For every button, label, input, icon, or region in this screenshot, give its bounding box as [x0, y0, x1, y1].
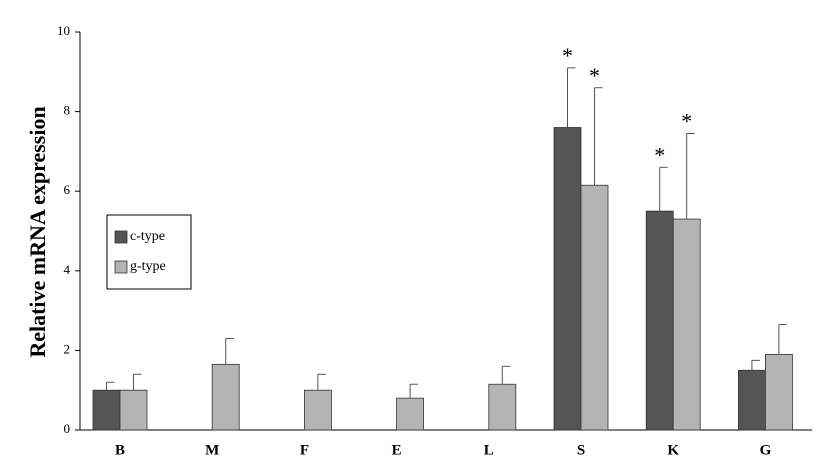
y-tick-label: 10: [57, 23, 70, 38]
bar: [396, 397, 425, 431]
bar: [119, 389, 148, 431]
y-tick-label: 8: [64, 103, 71, 118]
bar: [303, 389, 332, 431]
x-tick-label: K: [667, 442, 679, 458]
significance-mark: *: [589, 63, 600, 88]
bar: [553, 127, 582, 431]
y-tick-label: 2: [64, 341, 71, 356]
legend-swatch: [114, 230, 128, 244]
bar: [738, 369, 766, 431]
x-tick-label: L: [484, 442, 494, 458]
y-tick-label: 6: [64, 182, 71, 197]
y-tick-label: 4: [64, 262, 71, 277]
significance-mark: *: [654, 142, 665, 167]
bar: [645, 210, 674, 431]
bar: [580, 184, 609, 431]
x-tick-label: F: [300, 442, 309, 458]
y-axis-label: Relative mRNA expression: [25, 106, 50, 357]
x-tick-label: B: [115, 442, 125, 458]
bar: [765, 353, 793, 431]
bar: [488, 383, 517, 431]
legend-label: g-type: [130, 259, 166, 274]
significance-mark: *: [562, 43, 573, 68]
y-tick-label: 0: [64, 421, 71, 436]
bar: [672, 218, 701, 431]
x-tick-label: M: [205, 442, 219, 458]
significance-mark: *: [681, 109, 692, 134]
bar: [211, 363, 240, 431]
legend-label: c-type: [130, 229, 165, 244]
x-tick-label: S: [577, 442, 585, 458]
legend-swatch: [114, 260, 128, 274]
bar: [92, 389, 121, 431]
x-tick-label: G: [760, 442, 772, 458]
legend-box: [106, 214, 192, 290]
x-tick-label: E: [392, 442, 402, 458]
